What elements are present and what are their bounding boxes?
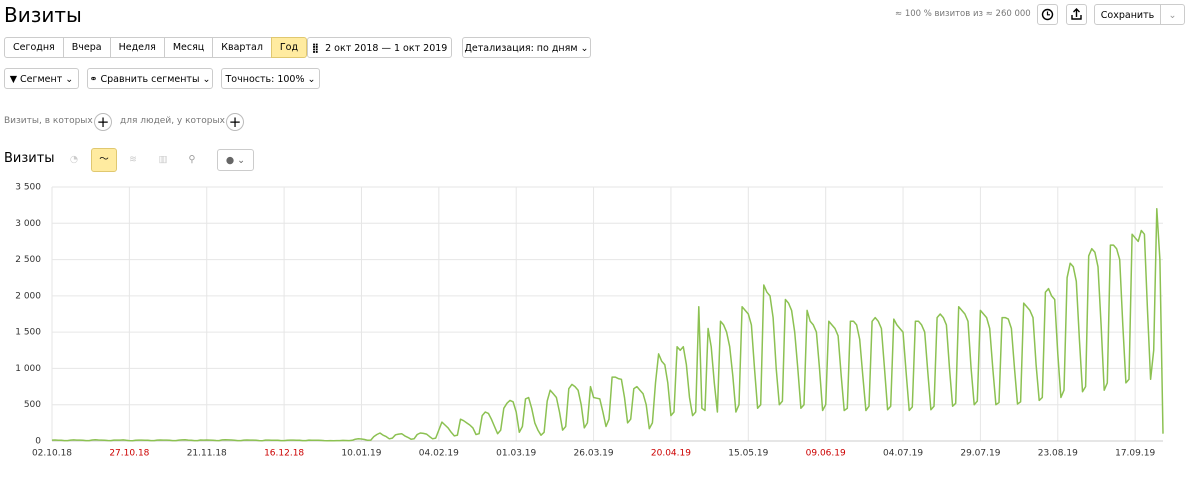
x-tick-label: 17.09.19 — [1115, 449, 1155, 459]
segment-text: Сегмент — [20, 74, 63, 85]
detail-text: Детализация: по дням — [464, 43, 578, 54]
x-tick-label: 23.08.19 — [1038, 449, 1078, 459]
period-button[interactable]: Неделя — [109, 37, 165, 58]
x-tick-label: 21.11.18 — [187, 449, 227, 459]
x-tick-label: 16.12.18 — [264, 449, 304, 459]
save-menu[interactable]: ⌄ — [1160, 4, 1185, 25]
x-tick-label: 29.07.19 — [960, 449, 1000, 459]
period-group: Сегодня Вчера Неделя Месяц Квартал Год — [4, 37, 308, 58]
area-view[interactable]: ≋ — [121, 149, 145, 170]
add-people-condition[interactable]: + — [226, 113, 244, 131]
y-tick-label: 2 000 — [15, 291, 41, 301]
y-tick-label: 0 — [35, 437, 41, 447]
x-tick-label: 10.01.19 — [341, 449, 381, 459]
line-view[interactable]: 〜 — [91, 148, 117, 172]
x-tick-label: 02.10.18 — [32, 449, 72, 459]
date-range-text: 2 окт 2018 — 1 окт 2019 — [325, 43, 448, 54]
people-condition: для людей, у которых — [120, 116, 225, 126]
clock-icon — [1041, 8, 1054, 21]
detail-button[interactable]: Детализация: по дням ⌄ — [462, 37, 591, 58]
x-tick-label: 04.07.19 — [883, 449, 923, 459]
y-tick-label: 1 500 — [15, 328, 41, 338]
period-button[interactable]: Месяц — [163, 37, 214, 58]
notes-button[interactable]: ● ⌄ — [217, 149, 254, 171]
history-button[interactable] — [1037, 4, 1058, 25]
period-button[interactable]: Сегодня — [4, 37, 64, 58]
save-button[interactable]: Сохранить — [1094, 4, 1161, 25]
pie-view[interactable]: ◔ — [62, 149, 86, 170]
accuracy-button[interactable]: Точность: 100% ⌄ — [221, 68, 320, 89]
export-button[interactable] — [1066, 4, 1087, 25]
y-tick-label: 500 — [24, 400, 41, 410]
date-range[interactable]: ⣿ 2 окт 2018 — 1 окт 2019 — [307, 37, 452, 58]
x-tick-label: 26.03.19 — [574, 449, 614, 459]
add-visit-condition[interactable]: + — [94, 113, 112, 131]
visits-condition: Визиты, в которых — [4, 116, 93, 126]
y-tick-label: 1 000 — [15, 364, 41, 374]
map-view[interactable]: ⚲ — [180, 149, 204, 170]
period-button[interactable]: Квартал — [212, 37, 272, 58]
x-tick-label: 09.06.19 — [806, 449, 846, 459]
y-tick-label: 3 500 — [15, 183, 41, 193]
x-tick-label: 01.03.19 — [496, 449, 536, 459]
visits-line — [51, 208, 1164, 442]
compare-text: Сравнить сегменты — [100, 74, 200, 85]
bar-view[interactable]: ▥ — [151, 149, 175, 170]
sample-info: ≈ 100 % визитов из ≈ 260 000 — [895, 9, 1031, 19]
accuracy-text: Точность: 100% — [225, 74, 305, 85]
y-tick-label: 2 500 — [15, 255, 41, 265]
period-button[interactable]: Вчера — [62, 37, 111, 58]
export-icon — [1071, 8, 1082, 20]
x-tick-label: 27.10.18 — [109, 449, 149, 459]
x-tick-label: 20.04.19 — [651, 449, 691, 459]
y-tick-label: 3 000 — [15, 219, 41, 229]
compare-button[interactable]: ⚭ Сравнить сегменты ⌄ — [87, 68, 213, 89]
segment-button[interactable]: ▼ Сегмент ⌄ — [4, 68, 79, 89]
x-tick-label: 15.05.19 — [728, 449, 768, 459]
x-tick-label: 04.02.19 — [419, 449, 459, 459]
page-title: Визиты — [4, 3, 82, 27]
chart-title: Визиты — [4, 151, 55, 166]
period-button[interactable]: Год — [270, 37, 308, 58]
